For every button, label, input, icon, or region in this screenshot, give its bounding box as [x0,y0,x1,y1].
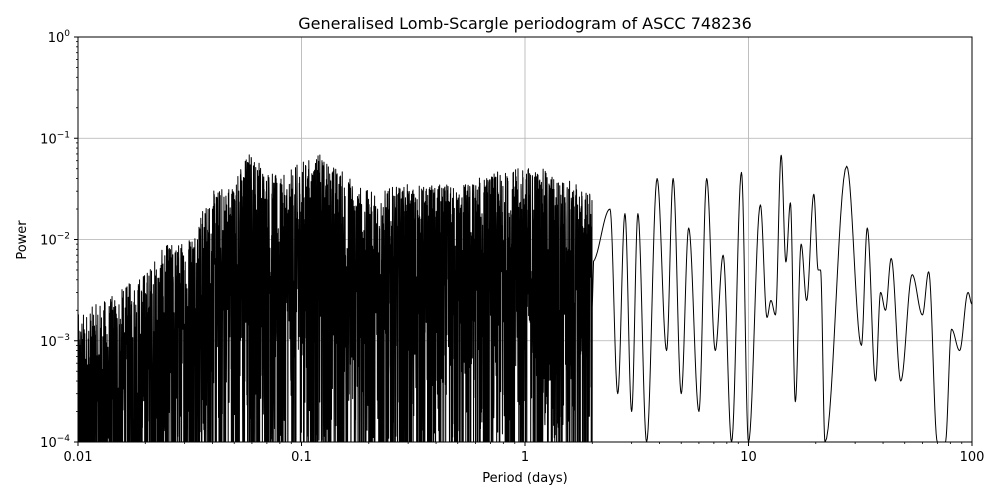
x-tick-label: 100 [960,450,985,465]
periodogram-line [78,154,972,442]
y-tick-label: 10−2 [40,232,70,249]
y-tick-label: 100 [48,29,71,46]
tick-labels: 0.01 0.1 1 10 100 10−4 10−3 10−2 10−1 100 [40,29,984,465]
axis-ticks [74,36,973,446]
y-tick-label: 10−3 [40,333,70,350]
y-tick-label: 10−4 [40,434,70,451]
x-axis-label: Period (days) [482,471,568,486]
x-tick-label: 0.01 [64,450,93,465]
y-tick-label: 10−1 [40,130,70,147]
y-axis-label: Power [15,220,30,260]
x-tick-label: 10 [740,450,757,465]
chart-title: Generalised Lomb-Scargle periodogram of … [298,14,752,33]
x-tick-label: 1 [521,450,529,465]
x-tick-label: 0.1 [291,450,312,465]
series-group [78,154,972,442]
